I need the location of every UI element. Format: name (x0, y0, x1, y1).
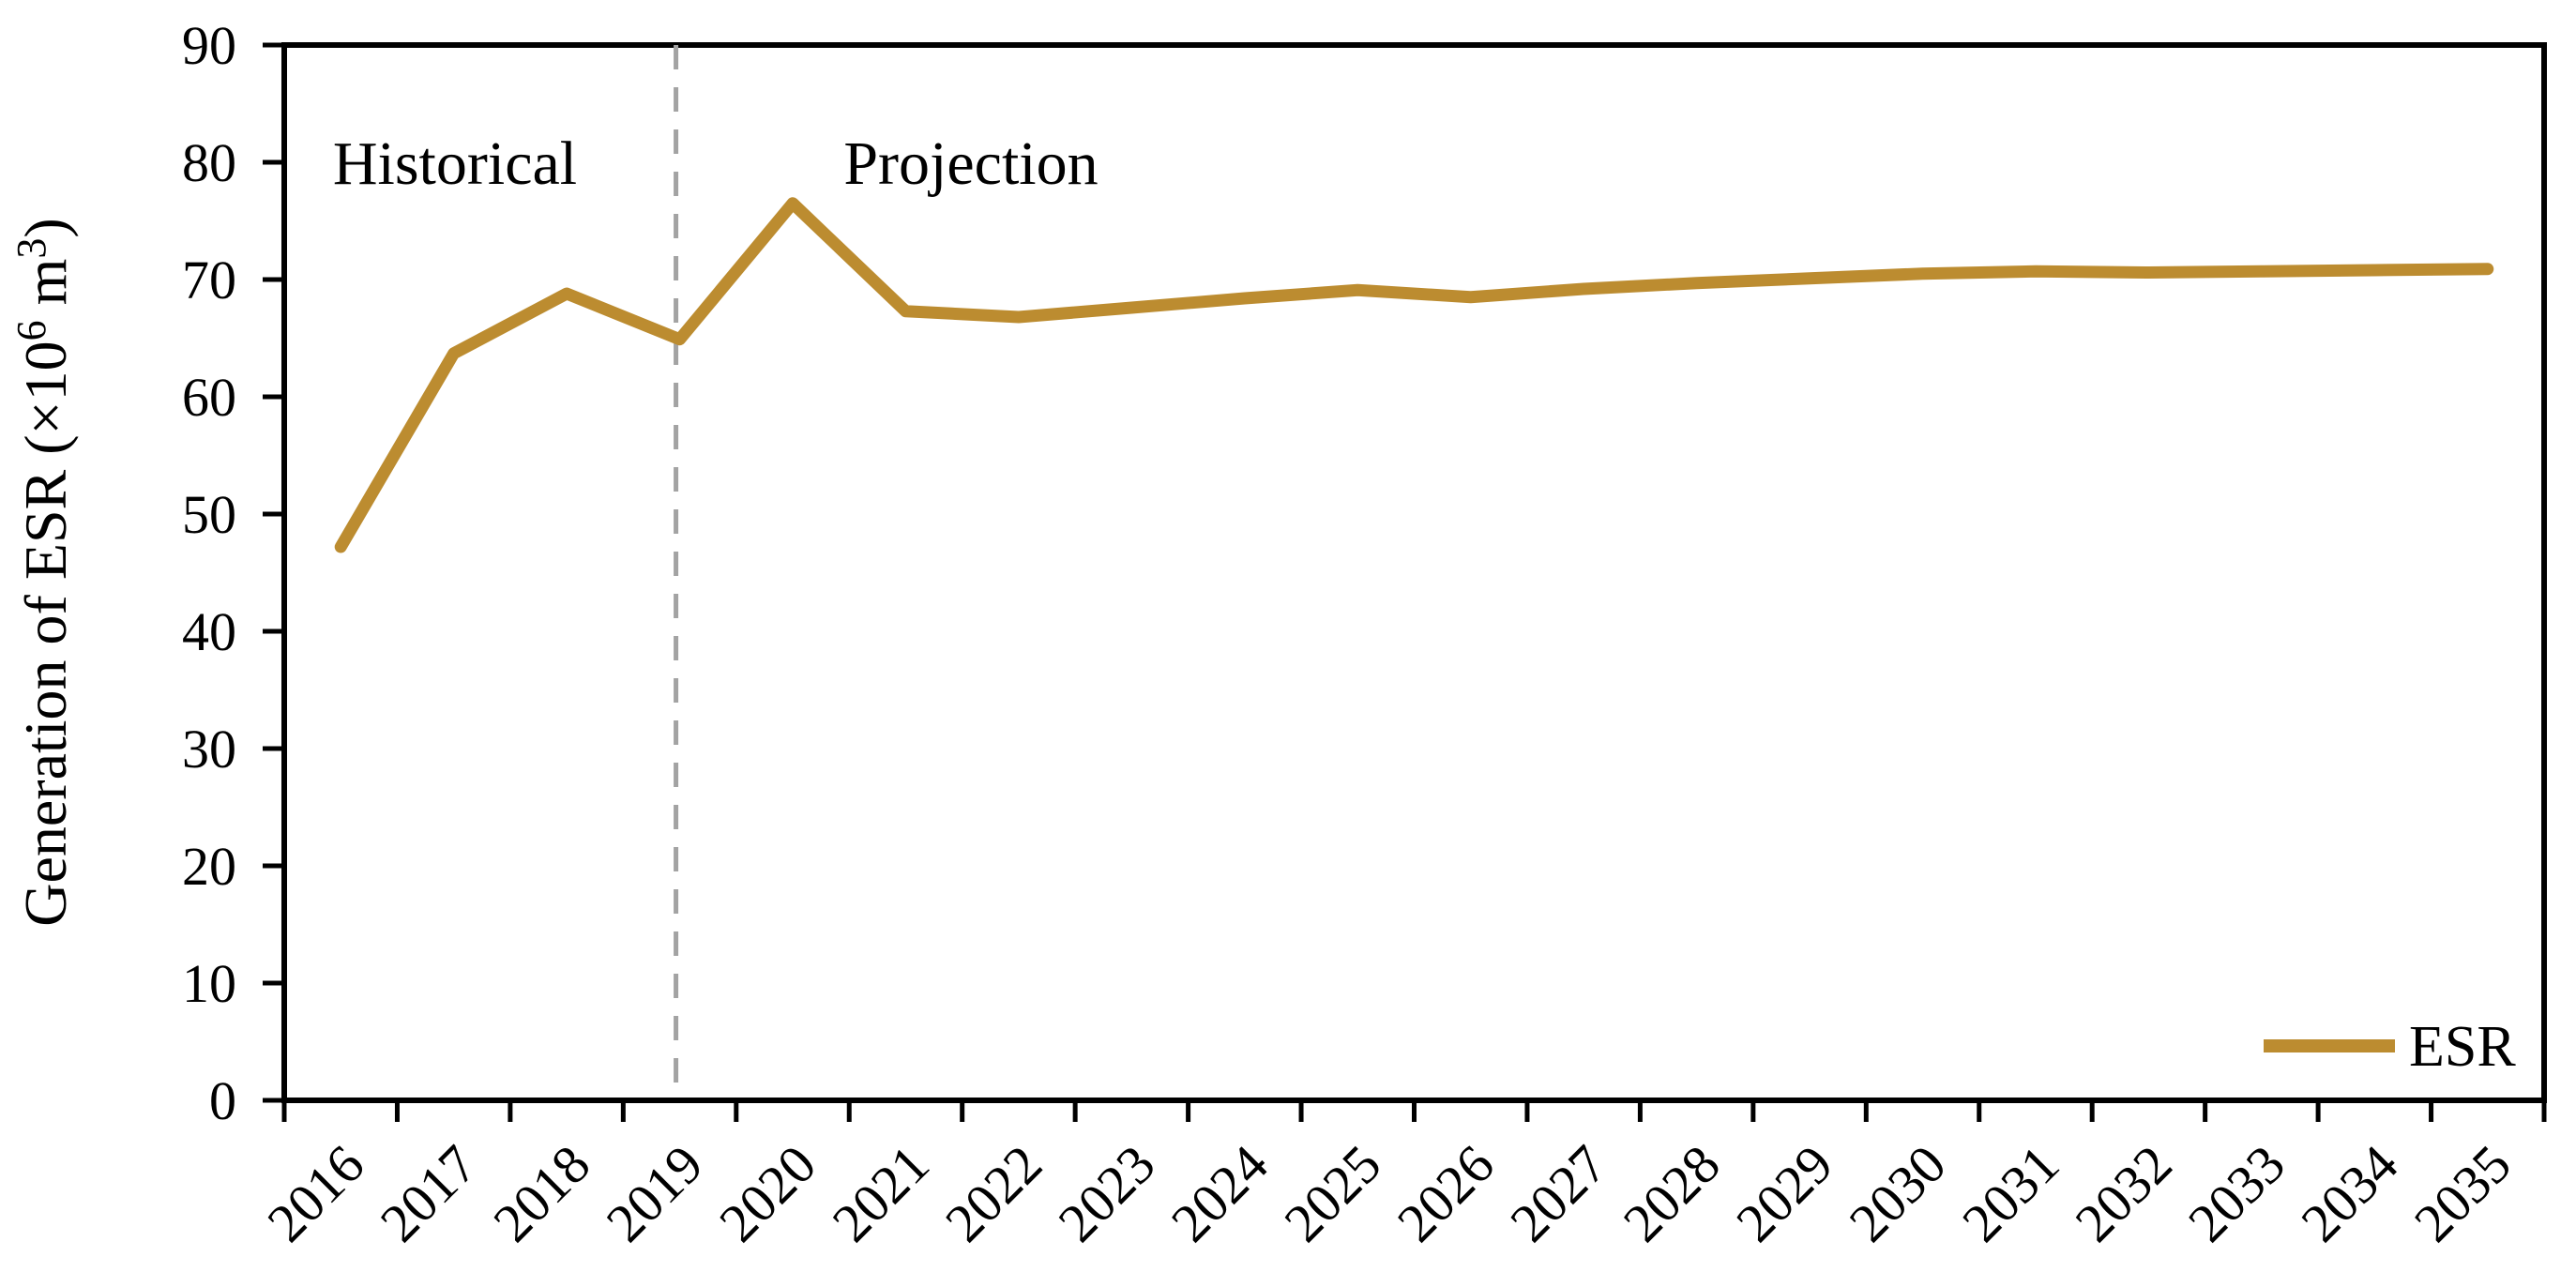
y-axis-title-superscript: 3 (8, 238, 54, 259)
x-tick-label: 2030 (1838, 1133, 1958, 1253)
x-tick-label: 2022 (933, 1133, 1053, 1253)
x-tick-label: 2020 (707, 1133, 827, 1253)
plot-border (281, 42, 2547, 1103)
y-axis-title-superscript: 6 (8, 320, 54, 341)
y-tick-label: 0 (209, 1070, 236, 1131)
historical-region-label: Historical (333, 129, 577, 198)
y-tick-label: 40 (182, 601, 236, 662)
x-tick-label: 2025 (1272, 1133, 1392, 1253)
legend-label: ESR (2409, 1015, 2516, 1079)
x-tick-label: 2034 (2290, 1133, 2410, 1253)
x-tick-label: 2021 (821, 1133, 941, 1253)
x-axis-ticks (281, 1100, 2547, 1122)
x-tick-label: 2018 (481, 1133, 601, 1253)
x-tick-label: 2033 (2176, 1133, 2296, 1253)
y-tick-label: 60 (182, 367, 236, 428)
x-tick-label: 2028 (1612, 1133, 1732, 1253)
y-tick-label: 70 (182, 250, 236, 310)
x-tick-label: 2016 (255, 1133, 375, 1253)
x-axis-tick-labels: 2016201720182019202020212022202320242025… (255, 1133, 2523, 1253)
esr-series-line (334, 197, 2494, 553)
x-tick-label: 2017 (369, 1133, 489, 1253)
y-axis-tick-labels: 0 10 20 30 40 50 60 70 80 90 (182, 15, 236, 1131)
x-tick-label: 2032 (2064, 1133, 2184, 1253)
y-tick-label: 90 (182, 15, 236, 76)
y-axis-ticks (263, 42, 284, 1103)
projection-region-label: Projection (843, 129, 1098, 198)
x-tick-label: 2019 (595, 1133, 715, 1253)
y-tick-label: 20 (182, 836, 236, 897)
y-axis-title: Generation of ESR (×106 m3) (8, 218, 79, 927)
y-tick-label: 50 (182, 484, 236, 545)
x-tick-label: 2029 (1724, 1133, 1844, 1253)
x-tick-label: 2026 (1386, 1133, 1506, 1253)
x-tick-label: 2027 (1498, 1133, 1618, 1253)
x-tick-label: 2031 (1950, 1133, 2070, 1253)
legend: ESR (2264, 1015, 2516, 1079)
x-tick-label: 2024 (1159, 1133, 1280, 1253)
y-tick-label: 30 (182, 719, 236, 780)
y-tick-label: 10 (182, 953, 236, 1014)
x-tick-label: 2023 (1047, 1133, 1167, 1253)
y-tick-label: 80 (182, 132, 236, 193)
x-tick-label: 2035 (2402, 1133, 2523, 1253)
